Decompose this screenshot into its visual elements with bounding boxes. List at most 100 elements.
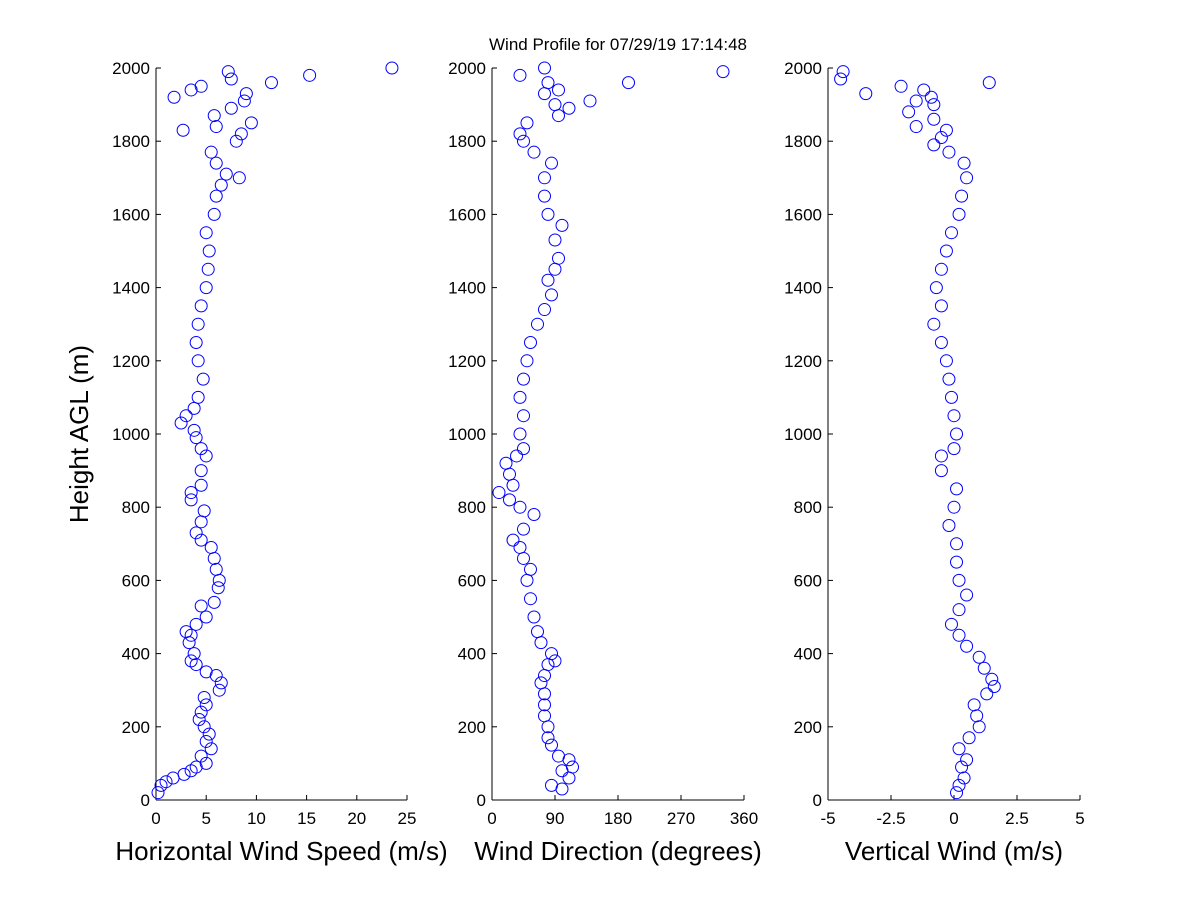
data-point	[202, 727, 216, 741]
data-point	[934, 262, 948, 276]
data-point	[194, 478, 208, 492]
data-point	[952, 603, 966, 617]
data-point	[229, 134, 243, 148]
y-tick-label: 400	[794, 645, 822, 664]
y-tick-label: 1800	[112, 132, 150, 151]
data-point	[538, 303, 551, 317]
data-point	[199, 734, 213, 748]
data-point	[944, 390, 958, 404]
data-point	[184, 83, 198, 97]
y-tick-label: 1400	[112, 279, 150, 298]
data-point	[947, 500, 961, 514]
data-point	[503, 467, 516, 481]
data-point	[927, 98, 941, 112]
data-point	[541, 658, 555, 672]
data-point	[952, 207, 966, 221]
y-tick-label: 800	[458, 498, 486, 517]
y-tick-label: 1400	[784, 279, 822, 298]
y-tick-label: 2000	[784, 59, 822, 78]
y-tick-label: 1200	[784, 352, 822, 371]
x-tick-label: 360	[730, 809, 758, 828]
y-tick-label: 1600	[112, 205, 150, 224]
data-point	[955, 189, 969, 203]
data-point	[622, 76, 635, 90]
data-point	[187, 401, 201, 415]
data-point	[944, 617, 958, 631]
data-point	[184, 493, 198, 507]
data-point	[548, 233, 562, 247]
data-point	[909, 120, 923, 134]
data-point	[187, 423, 201, 437]
x-tick-label: 270	[667, 809, 695, 828]
data-point	[517, 522, 530, 536]
data-point	[531, 625, 544, 639]
y-tick-label: 0	[813, 791, 822, 810]
data-point	[189, 526, 203, 540]
data-point	[944, 226, 958, 240]
data-point	[534, 676, 548, 690]
data-point	[244, 116, 258, 130]
chart-title: Wind Profile for 07/29/19 17:14:48	[489, 35, 747, 54]
x-axis-label: Vertical Wind (m/s)	[845, 836, 1063, 866]
data-point	[520, 573, 534, 587]
data-point	[562, 101, 576, 115]
data-point	[191, 317, 205, 331]
data-point	[952, 778, 966, 792]
data-point	[204, 742, 218, 756]
data-point	[194, 599, 208, 613]
data-point	[562, 771, 576, 785]
data-point	[517, 442, 530, 456]
data-point	[199, 226, 213, 240]
data-point	[541, 273, 555, 287]
data-point	[538, 171, 551, 185]
data-point	[184, 654, 198, 668]
data-point	[942, 519, 956, 532]
data-point	[950, 427, 964, 441]
data-point	[212, 683, 226, 697]
data-point	[167, 90, 181, 104]
data-point	[194, 79, 208, 93]
data-point	[513, 500, 527, 514]
data-point	[960, 171, 974, 185]
x-tick-label: 2.5	[1005, 809, 1029, 828]
y-tick-label: 1000	[784, 425, 822, 444]
data-point	[513, 390, 527, 404]
y-tick-label: 600	[458, 571, 486, 590]
data-point	[520, 354, 534, 368]
data-point	[199, 610, 213, 624]
data-point	[970, 709, 984, 723]
data-point	[527, 610, 541, 624]
data-point	[836, 65, 850, 79]
data-point	[902, 105, 916, 119]
data-point	[151, 786, 165, 800]
x-tick-label: 10	[247, 809, 266, 828]
y-tick-label: 800	[794, 498, 822, 517]
data-point	[212, 573, 226, 587]
data-point	[939, 123, 953, 137]
y-tick-label: 200	[458, 718, 486, 737]
x-tick-label: 0	[151, 809, 160, 828]
data-point	[985, 672, 999, 686]
y-tick-label: 1200	[112, 352, 150, 371]
x-tick-label: -2.5	[876, 809, 905, 828]
data-point	[517, 551, 530, 565]
data-point	[939, 354, 953, 368]
data-point	[184, 486, 198, 500]
data-point	[159, 775, 173, 789]
y-tick-label: 1000	[448, 425, 486, 444]
data-point	[194, 705, 208, 719]
data-point	[927, 138, 941, 152]
y-axis-label: Height AGL (m)	[64, 345, 94, 523]
y-tick-label: 400	[122, 645, 150, 664]
data-point	[583, 94, 597, 108]
x-axis-label: Wind Direction (degrees)	[474, 836, 762, 866]
data-point	[967, 698, 981, 712]
data-point	[513, 127, 527, 141]
data-point	[947, 409, 961, 423]
x-axis-label: Horizontal Wind Speed (m/s)	[115, 836, 447, 866]
data-point	[264, 76, 278, 90]
data-point	[524, 592, 537, 606]
x-tick-label: 0	[487, 809, 496, 828]
data-point	[541, 76, 555, 90]
y-tick-label: 1400	[448, 279, 486, 298]
